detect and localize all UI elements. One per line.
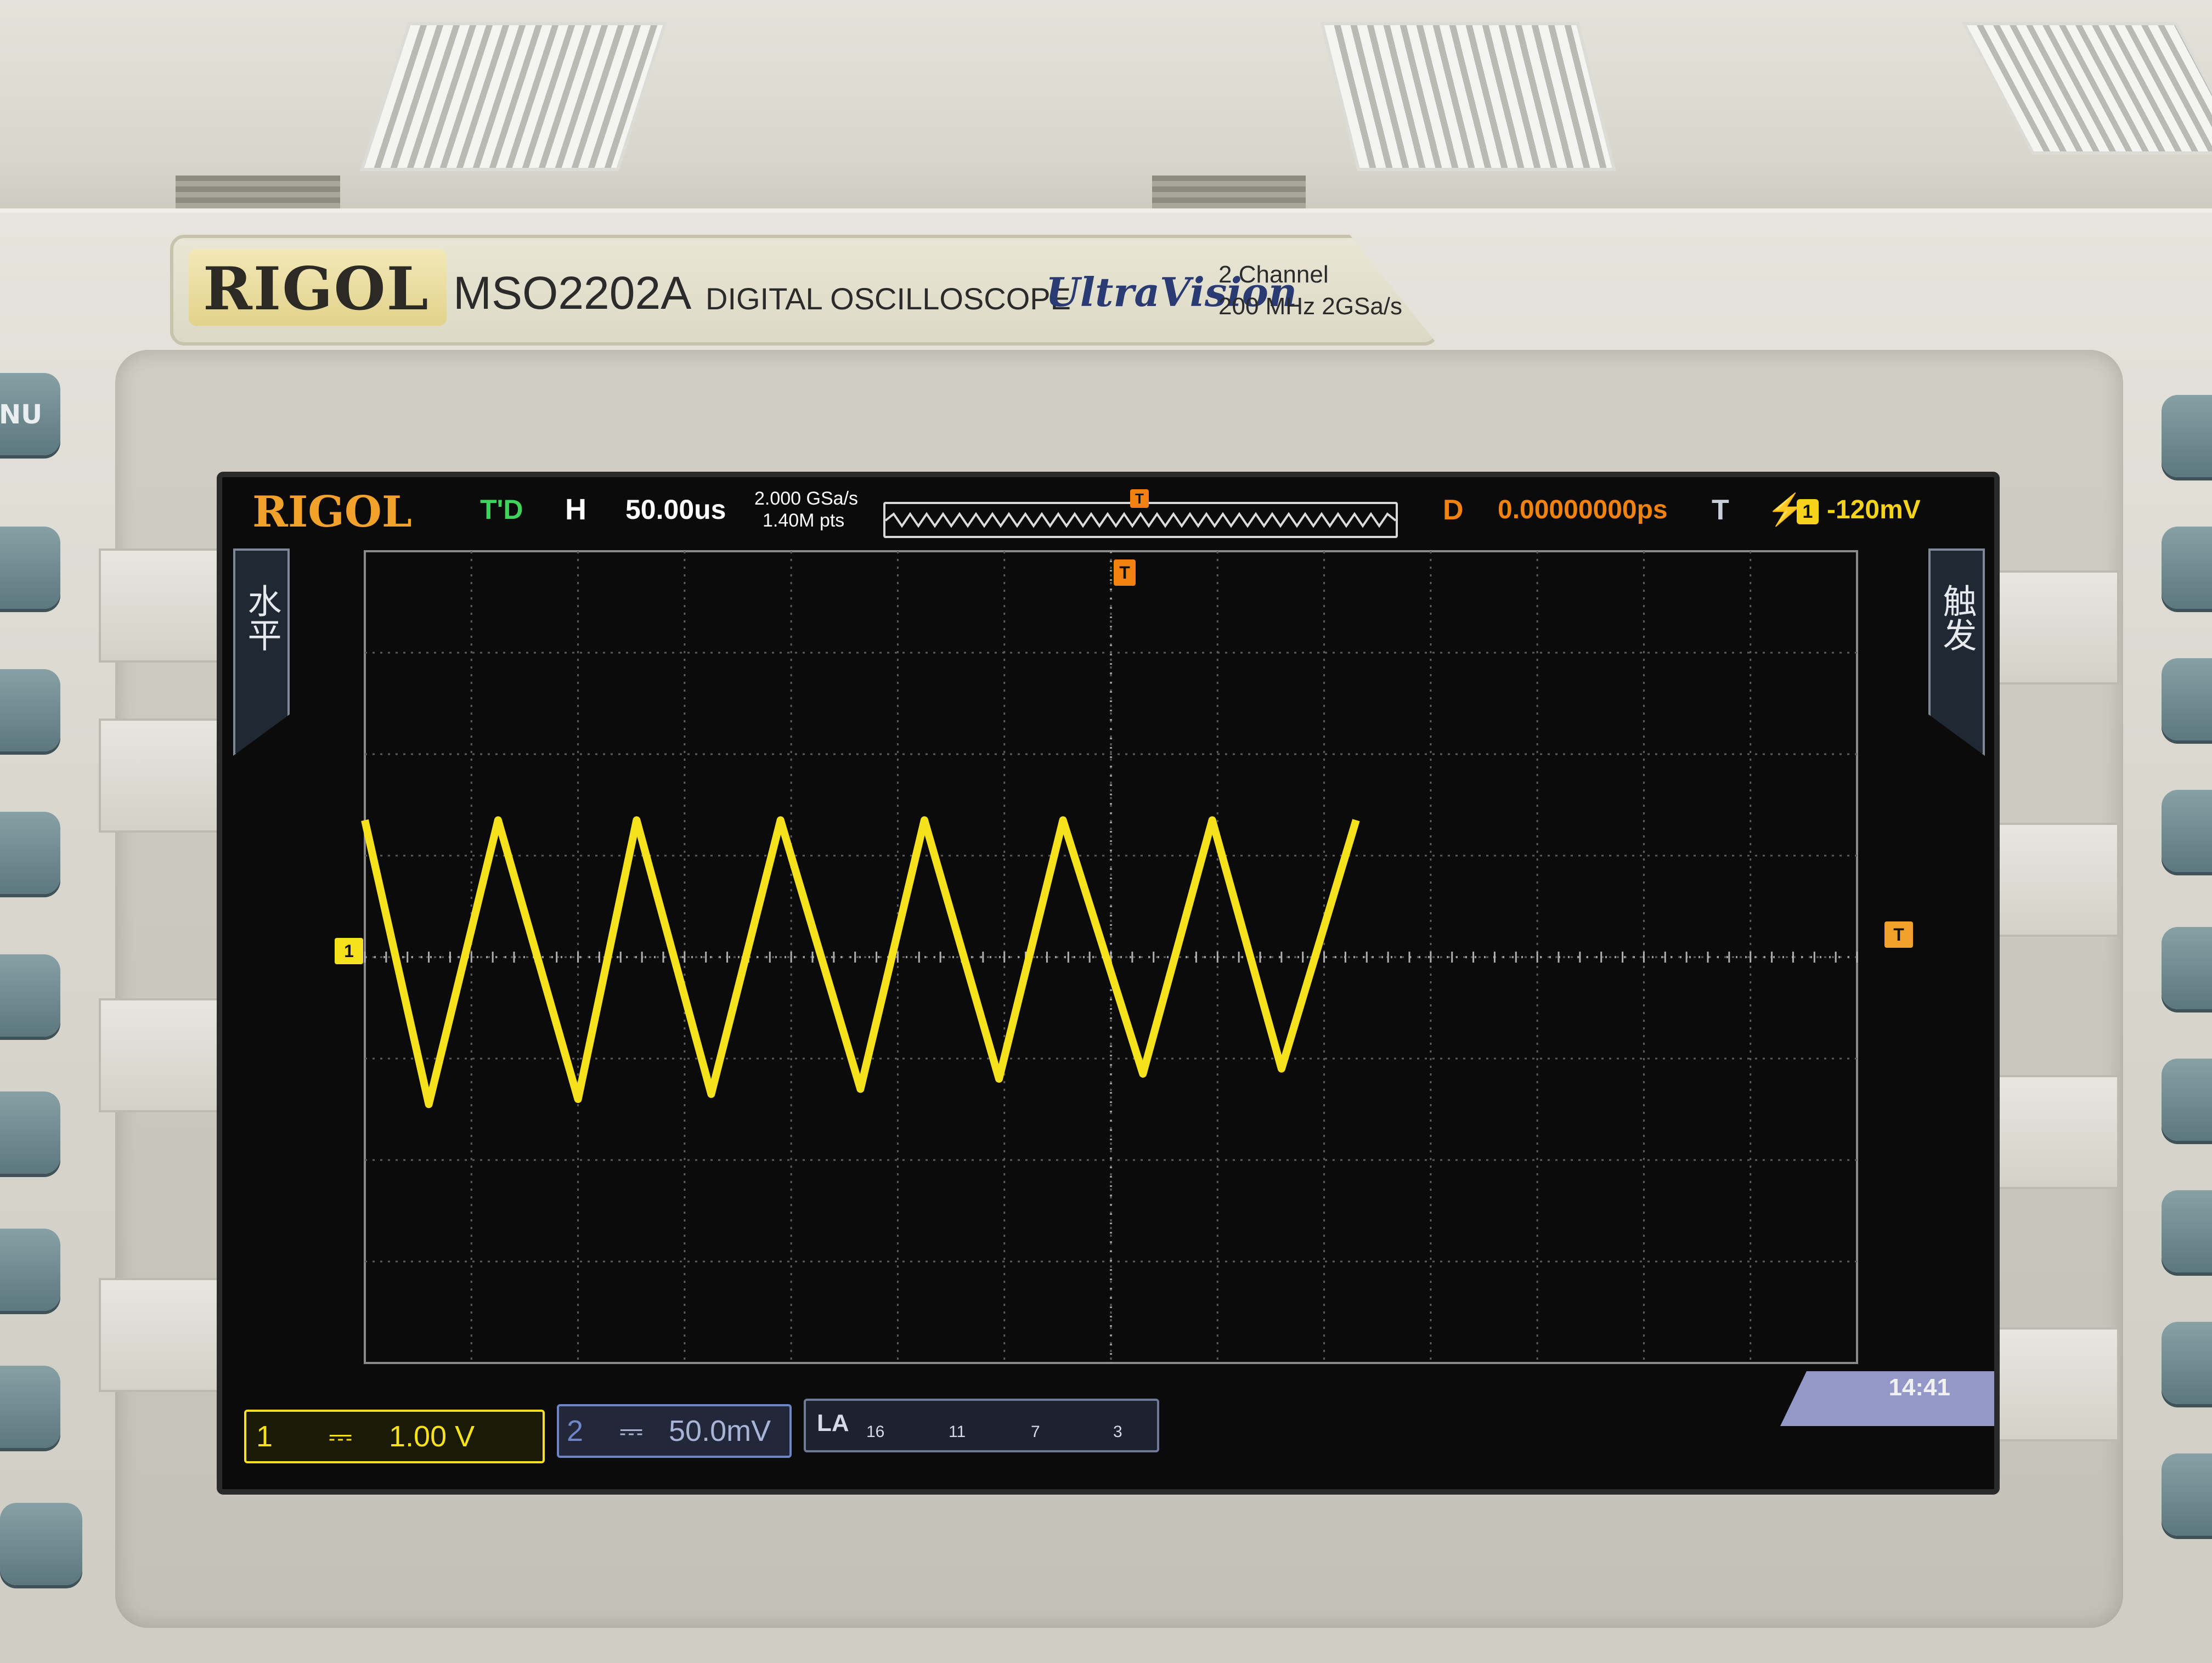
la-group-0: 16 [866,1423,885,1441]
la-group-1: 11 [949,1423,966,1441]
la-group-2: 7 [1031,1423,1040,1441]
bandwidth-spec: 200 MHz 2GSa/s [1218,293,1403,320]
left-softkey-2[interactable] [0,669,60,751]
memory-depth: 1.40M pts [763,510,845,531]
brand-name: RIGOL [203,254,430,324]
right-softkey-6[interactable] [2162,1059,2212,1141]
la-info-box[interactable]: LA 16 11 7 3 [804,1399,1159,1452]
la-label: LA [817,1410,849,1436]
trigger-position-marker[interactable]: T [1114,559,1136,586]
left-softkey-5[interactable] [0,1091,60,1174]
brand-plate: RIGOL MSO2202A DIGITAL OSCILLOSCOPE Ultr… [170,235,1438,346]
menu-strip [1780,1371,1994,1426]
ceiling-vent [176,176,340,208]
left-softkey-7[interactable] [0,1366,60,1448]
horizontal-label: H [565,493,586,526]
menu-key[interactable]: NU [0,373,60,455]
ch2-scale: 50.0mV [669,1415,771,1447]
right-panel-key [1983,823,2119,937]
menu-key-label: NU [0,399,43,430]
right-softkey-2[interactable] [2162,527,2212,609]
left-softkey-3[interactable] [0,812,60,894]
channels-spec: 2 Channel [1218,261,1329,288]
right-softkey-8[interactable] [2162,1322,2212,1404]
brand-logo: RIGOL [189,249,447,326]
status-bar: RIGOL T'D H 50.00us 2.000 GSa/s 1.40M pt… [222,477,1994,543]
la-group-3: 3 [1113,1423,1122,1441]
ceiling [0,0,2212,230]
oscilloscope-screen: RIGOL T'D H 50.00us 2.000 GSa/s 1.40M pt… [217,472,2000,1495]
timebase-value[interactable]: 50.00us [625,494,726,525]
series-logo: UltraVision [1046,269,1297,315]
dc-coupling-icon: ⎓ [619,1415,644,1447]
ceiling-light [359,22,668,171]
ch1-number: 1 [256,1420,273,1453]
right-softkey-4[interactable] [2162,790,2212,872]
right-softkey-9[interactable] [2162,1453,2212,1536]
left-softkey-6[interactable] [0,1229,60,1311]
left-panel-key [99,719,229,833]
trigger-level-marker[interactable]: T [1884,921,1913,948]
right-softkey-1[interactable] [2162,395,2212,477]
left-softkey-4[interactable] [0,954,60,1037]
ceiling-light [1961,22,2212,155]
left-panel-key [99,548,229,663]
trigger-label: T [1712,494,1729,526]
right-panel-key [1983,1075,2119,1189]
right-softkey-7[interactable] [2162,1190,2212,1272]
ch2-number: 2 [567,1415,584,1447]
right-softkey-5[interactable] [2162,927,2212,1009]
left-softkey-1[interactable] [0,527,60,609]
dc-coupling-icon: ⎓ [329,1420,353,1453]
clock: 14:41 [1888,1374,1950,1401]
delay-label: D [1443,494,1464,526]
right-panel-key [1983,1327,2119,1441]
graticule [361,550,1858,1364]
right-softkey-3[interactable] [2162,658,2212,740]
memory-trigger-marker: T [1130,489,1149,508]
ch1-info-box[interactable]: 1 ⎓ 1.00 V [244,1410,545,1463]
ceiling-light [1320,22,1616,171]
right-panel-key [1983,570,2119,685]
left-arrow-key[interactable] [0,1503,82,1585]
ch1-offset-marker[interactable]: 1 [335,938,363,964]
screen-logo: RIGOL [252,487,412,537]
ch1-scale: 1.00 V [389,1420,475,1453]
trigger-tab-label: 触发 [1937,584,1977,652]
left-panel-key [99,1278,229,1392]
ch2-info-box[interactable]: 2 ⎓ 50.0mV [557,1404,792,1458]
ceiling-vent [1152,176,1306,208]
trigger-level[interactable]: -120mV [1827,495,1921,524]
memory-overview-wave [884,512,1397,528]
horizontal-tab-label: 水平 [241,584,282,652]
trigger-source-badge: 1 [1797,499,1819,524]
delay-value[interactable]: 0.00000000ps [1498,495,1668,524]
run-status: T'D [480,494,523,525]
product-type: DIGITAL OSCILLOSCOPE [706,281,1071,316]
ch1-waveform [361,816,1360,1108]
sample-rate: 2.000 GSa/s [754,488,859,509]
model-name: MSO2202A [453,267,692,319]
left-panel-key [99,998,229,1112]
